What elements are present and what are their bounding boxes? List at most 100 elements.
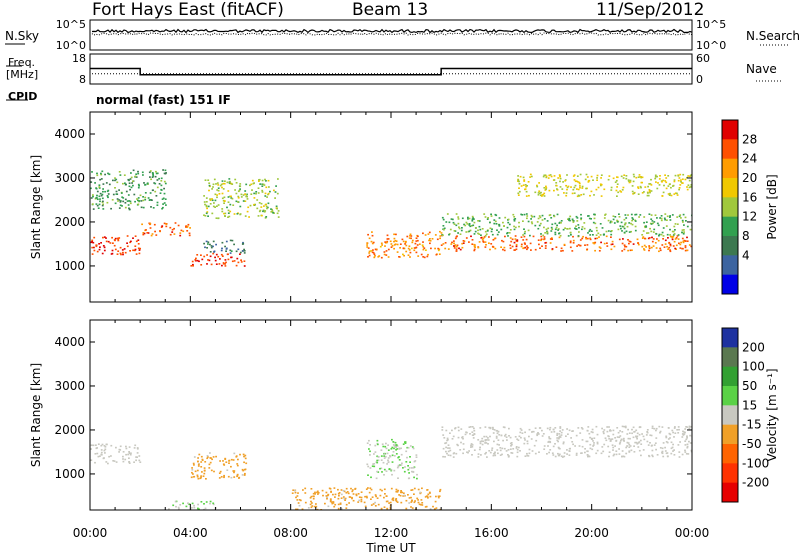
xtick-3: 12:00 bbox=[374, 526, 409, 540]
velocity-feature-5 bbox=[441, 425, 692, 458]
power-cbar-swatch-4 bbox=[722, 197, 738, 218]
nave-tick-0: 60 bbox=[696, 52, 710, 65]
velocity-cbar-swatch-7 bbox=[722, 463, 738, 484]
velocity-y-axis-label: Slant Range [km] bbox=[29, 363, 43, 467]
x-axis-label: Time UT bbox=[365, 541, 416, 554]
power-ytick-3: 4000 bbox=[54, 127, 85, 141]
freq-tick-1: 8 bbox=[79, 73, 86, 86]
noise-panel-ticks: 10^5 10^0 10^5 10^0 bbox=[56, 18, 726, 52]
xtick-5: 20:00 bbox=[574, 526, 609, 540]
power-cbar-swatch-2 bbox=[722, 158, 738, 179]
power-cbar-swatch-7 bbox=[722, 255, 738, 276]
power-ytick-2: 3000 bbox=[54, 171, 85, 185]
power-cbar-swatch-8 bbox=[722, 274, 738, 295]
date-label: 11/Sep/2012 bbox=[596, 0, 705, 20]
power-feature-6 bbox=[366, 230, 443, 259]
power-feature-5 bbox=[90, 169, 167, 211]
beam-label: Beam 13 bbox=[352, 0, 429, 20]
power-cbar-tick-4: 12 bbox=[742, 210, 757, 224]
velocity-cbar-swatch-2 bbox=[722, 366, 738, 387]
nsearch-tick-0: 10^5 bbox=[696, 18, 726, 31]
velocity-feature-4 bbox=[366, 438, 418, 480]
power-axes: 1000 2000 3000 4000 bbox=[54, 112, 693, 302]
power-feature-8 bbox=[441, 213, 692, 237]
power-cbar-swatch-3 bbox=[722, 178, 738, 198]
velocity-cbar-swatch-3 bbox=[722, 386, 738, 406]
freq-unit: [MHz] bbox=[6, 68, 39, 81]
velocity-cbar-tick-0: 200 bbox=[742, 340, 765, 354]
velocity-feature-0 bbox=[90, 443, 142, 465]
power-heatmap bbox=[90, 169, 692, 267]
power-cbar-tick-6: 4 bbox=[742, 248, 750, 262]
xtick-4: 16:00 bbox=[474, 526, 509, 540]
velocity-ytick-0: 1000 bbox=[54, 467, 85, 481]
power-y-axis-label: Slant Range [km] bbox=[29, 155, 43, 259]
power-ytick-0: 1000 bbox=[54, 259, 85, 273]
power-cbar-tick-3: 16 bbox=[742, 190, 757, 204]
nsearch-tick-1: 10^0 bbox=[696, 39, 726, 52]
power-cbar-tick-1: 24 bbox=[742, 152, 757, 166]
velocity-colorbar: 200 100 50 15 -15 -50 -100 -200 bbox=[721, 327, 769, 503]
velocity-cbar-swatch-1 bbox=[722, 347, 738, 368]
power-panel-frame bbox=[89, 111, 693, 303]
velocity-cbar-tick-7: -200 bbox=[742, 476, 769, 490]
velocity-heatmap bbox=[90, 425, 692, 510]
noise-search-trace bbox=[91, 32, 693, 36]
power-colorbar-label: Power [dB] bbox=[765, 174, 779, 239]
freq-panel-ticks: 18 8 60 0 bbox=[72, 52, 710, 86]
cpid-text: normal (fast) 151 IF bbox=[96, 93, 231, 107]
x-tick-labels: 00:00 04:00 08:00 12:00 16:00 20:00 00:00 bbox=[73, 526, 710, 540]
velocity-ytick-1: 2000 bbox=[54, 423, 85, 437]
nave-tick-1: 0 bbox=[696, 73, 703, 86]
power-feature-7 bbox=[442, 235, 692, 253]
xtick-1: 04:00 bbox=[173, 526, 208, 540]
freq-tick-0: 18 bbox=[72, 52, 86, 65]
power-feature-4 bbox=[203, 178, 280, 220]
velocity-cbar-swatch-6 bbox=[722, 444, 738, 464]
nsearch-label: N.Search bbox=[746, 29, 800, 43]
power-feature-1 bbox=[141, 222, 191, 237]
velocity-panel-frame bbox=[89, 319, 693, 511]
velocity-colorbar-label: Velocity [m s⁻¹] bbox=[765, 368, 779, 461]
frequency-trace bbox=[90, 67, 692, 76]
velocity-feature-2 bbox=[168, 500, 217, 510]
nsky-tick-1: 10^0 bbox=[56, 39, 86, 52]
velocity-cbar-tick-2: 50 bbox=[742, 379, 757, 393]
power-cbar-tick-2: 20 bbox=[742, 171, 757, 185]
noise-panel-frame bbox=[89, 19, 693, 51]
velocity-cbar-swatch-4 bbox=[722, 405, 738, 426]
xtick-0: 00:00 bbox=[73, 526, 108, 540]
xtick-6: 00:00 bbox=[675, 526, 710, 540]
velocity-feature-3 bbox=[291, 487, 442, 510]
velocity-cbar-tick-1: 100 bbox=[742, 360, 765, 374]
xtick-2: 08:00 bbox=[273, 526, 308, 540]
power-cbar-tick-0: 28 bbox=[742, 132, 757, 146]
power-feature-9 bbox=[517, 173, 692, 198]
power-feature-2 bbox=[190, 252, 246, 267]
velocity-cbar-tick-3: 15 bbox=[742, 398, 757, 412]
velocity-cbar-tick-5: -50 bbox=[742, 437, 762, 451]
power-cbar-tick-5: 8 bbox=[742, 229, 750, 243]
noise-sky-trace bbox=[91, 28, 693, 34]
nsky-tick-0: 10^5 bbox=[56, 18, 86, 31]
power-ytick-1: 2000 bbox=[54, 215, 85, 229]
velocity-cbar-swatch-8 bbox=[722, 482, 738, 503]
velocity-cbar-swatch-5 bbox=[722, 424, 738, 445]
velocity-feature-1 bbox=[190, 452, 248, 480]
power-cbar-swatch-5 bbox=[722, 216, 738, 237]
power-cbar-swatch-1 bbox=[722, 139, 738, 160]
velocity-cbar-swatch-0 bbox=[722, 328, 738, 348]
power-cbar-swatch-6 bbox=[722, 236, 738, 256]
power-colorbar: 28 24 20 16 12 8 4 bbox=[721, 119, 757, 295]
velocity-cbar-tick-6: -100 bbox=[742, 456, 769, 470]
velocity-cbar-tick-4: -15 bbox=[742, 418, 762, 432]
power-feature-3 bbox=[203, 239, 246, 254]
nsky-label: N.Sky bbox=[5, 29, 40, 43]
station-title: Fort Hays East (fitACF) bbox=[92, 0, 284, 20]
power-cbar-swatch-0 bbox=[722, 120, 738, 140]
velocity-ytick-2: 3000 bbox=[54, 379, 85, 393]
power-feature-0 bbox=[90, 235, 141, 256]
velocity-axes: 1000 2000 3000 4000 bbox=[54, 320, 693, 510]
nave-label: Nave bbox=[746, 62, 777, 76]
